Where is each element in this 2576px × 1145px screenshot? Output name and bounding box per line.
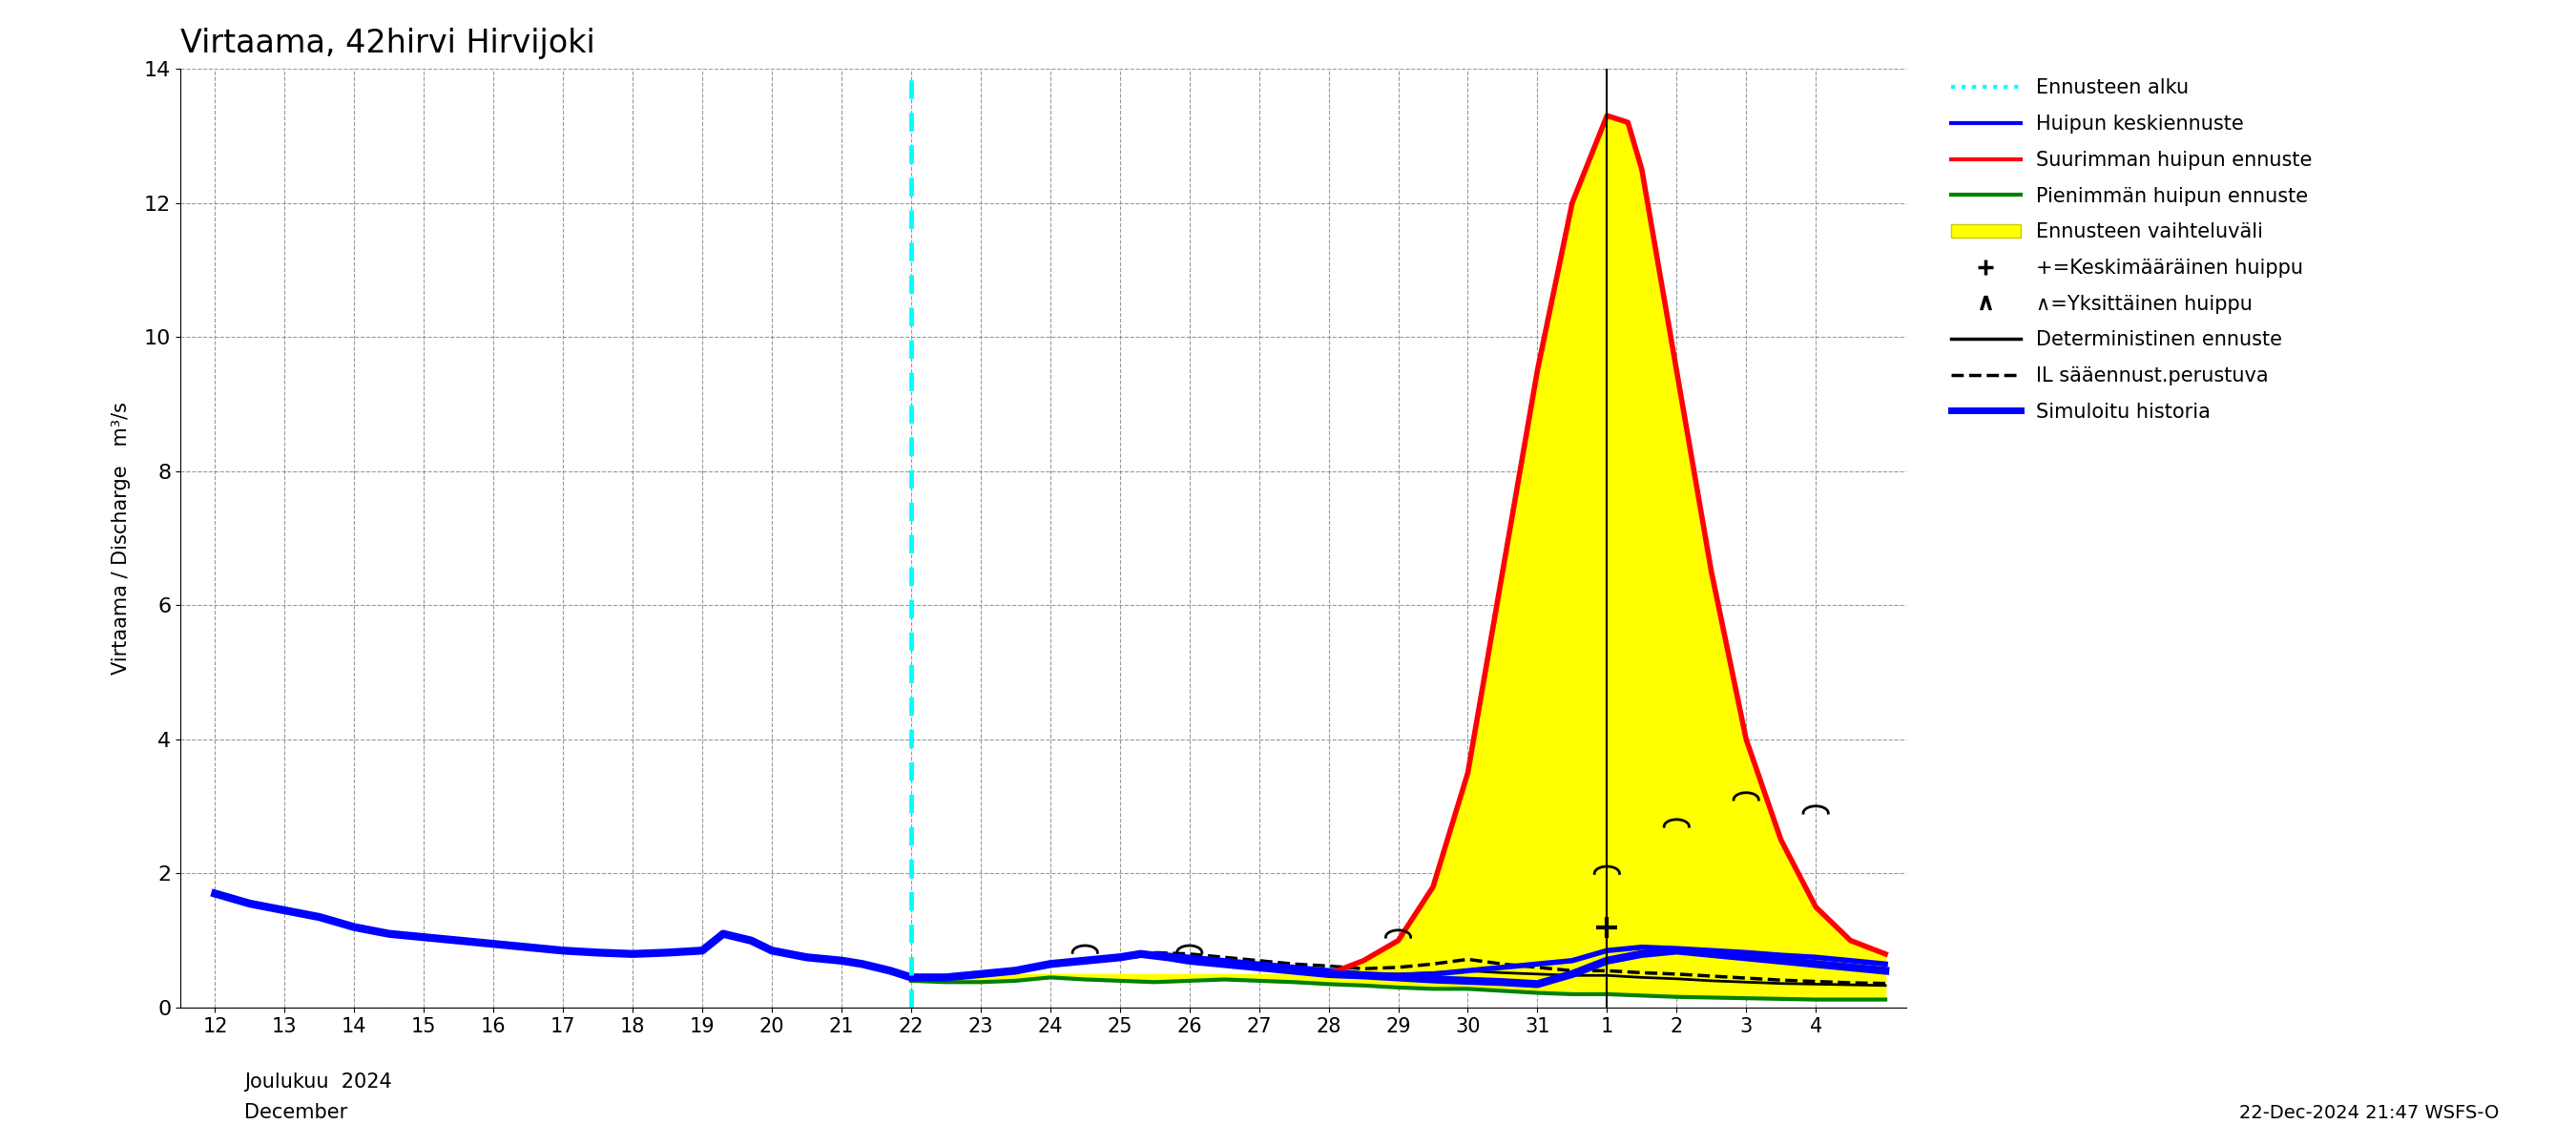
Y-axis label: Virtaama / Discharge   m³/s: Virtaama / Discharge m³/s — [111, 402, 131, 674]
Text: December: December — [245, 1104, 348, 1122]
Legend: Ennusteen alku, Huipun keskiennuste, Suurimman huipun ennuste, Pienimmän huipun : Ennusteen alku, Huipun keskiennuste, Suu… — [1950, 79, 2313, 421]
Text: Virtaama, 42hirvi Hirvijoki: Virtaama, 42hirvi Hirvijoki — [180, 27, 595, 60]
Text: Joulukuu  2024: Joulukuu 2024 — [245, 1073, 392, 1091]
Text: 22-Dec-2024 21:47 WSFS-O: 22-Dec-2024 21:47 WSFS-O — [2239, 1104, 2499, 1122]
